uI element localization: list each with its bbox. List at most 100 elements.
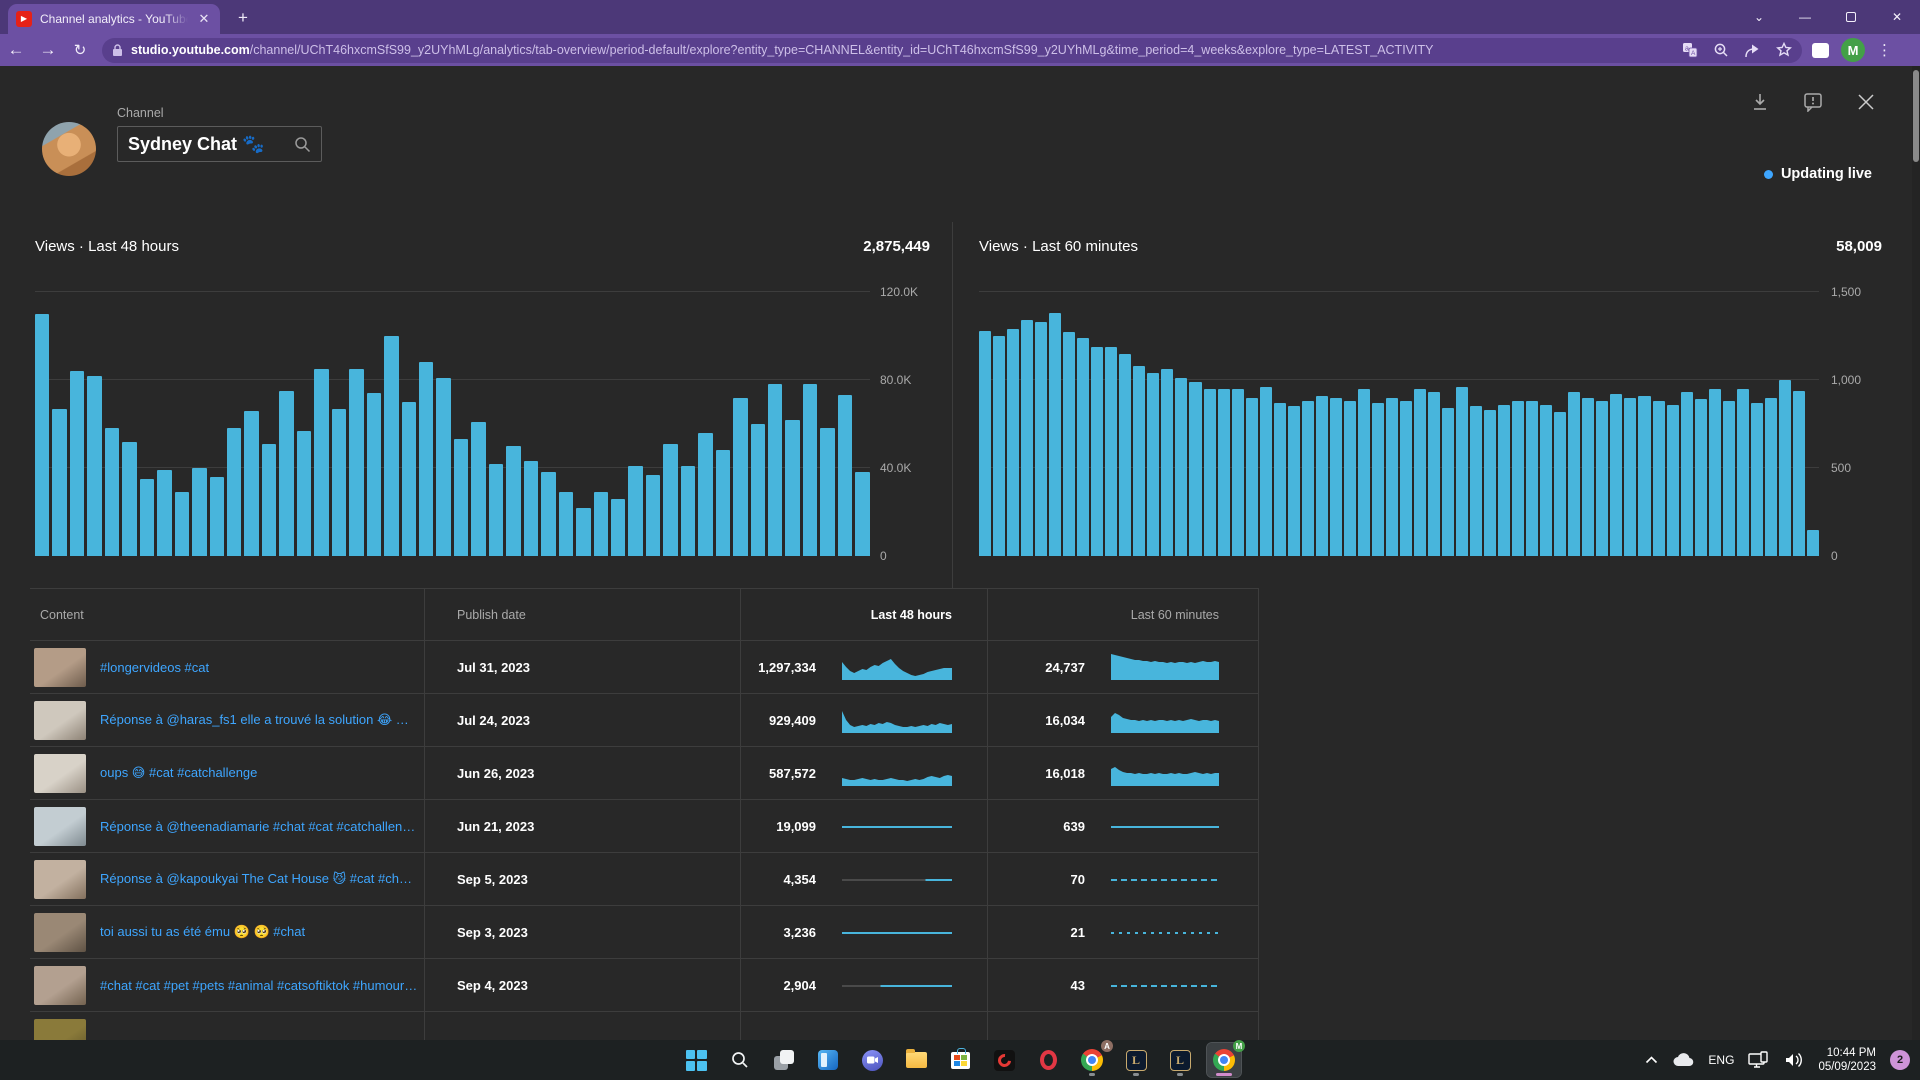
table-row[interactable]: Réponse à @kapoukyai The Cat House 😼 #ca… <box>30 853 1259 906</box>
league-of-legends-icon[interactable]: L <box>1119 1043 1153 1077</box>
bar[interactable] <box>1807 530 1819 556</box>
volume-icon[interactable] <box>1784 1052 1804 1068</box>
video-title-link[interactable]: Réponse à @haras_fs1 elle a trouvé la so… <box>100 712 418 728</box>
page-scrollbar[interactable] <box>1912 66 1920 1040</box>
bar[interactable] <box>733 398 747 556</box>
bar[interactable] <box>1133 366 1145 556</box>
bar[interactable] <box>1330 398 1342 556</box>
bar[interactable] <box>1470 406 1482 556</box>
bar[interactable] <box>436 378 450 556</box>
bar[interactable] <box>1582 398 1594 556</box>
bar[interactable] <box>140 479 154 556</box>
bar[interactable] <box>1204 389 1216 556</box>
chat-icon[interactable] <box>855 1043 889 1077</box>
bar[interactable] <box>1232 389 1244 556</box>
bar[interactable] <box>262 444 276 556</box>
bar[interactable] <box>454 439 468 556</box>
bar[interactable] <box>1316 396 1328 556</box>
bar[interactable] <box>1456 387 1468 556</box>
task-view-icon[interactable] <box>767 1043 801 1077</box>
bar[interactable] <box>244 411 258 556</box>
bar[interactable] <box>1596 401 1608 556</box>
onedrive-icon[interactable] <box>1672 1053 1694 1067</box>
bar[interactable] <box>1638 396 1650 556</box>
video-thumbnail[interactable] <box>34 913 86 952</box>
bar[interactable] <box>1049 313 1061 556</box>
bar[interactable] <box>1344 401 1356 556</box>
bar[interactable] <box>646 475 660 556</box>
channel-search-box[interactable]: Sydney Chat 🐾 <box>117 126 322 162</box>
bar[interactable] <box>157 470 171 556</box>
bar[interactable] <box>1105 347 1117 556</box>
bar[interactable] <box>979 331 991 556</box>
bar[interactable] <box>105 428 119 556</box>
bar[interactable] <box>384 336 398 556</box>
bar[interactable] <box>1793 391 1805 556</box>
chrome-profile-m-icon[interactable]: M <box>1207 1043 1241 1077</box>
bookmark-star-icon[interactable] <box>1776 42 1792 58</box>
new-tab-button[interactable]: + <box>232 7 254 29</box>
video-title-link[interactable]: Réponse à @kapoukyai The Cat House 😼 #ca… <box>100 871 418 887</box>
table-row[interactable]: oups 😅 #cat #catchallengeJun 26, 2023587… <box>30 747 1259 800</box>
bar[interactable] <box>1119 354 1131 556</box>
column-header-last-60-minutes[interactable]: Last 60 minutes <box>988 589 1259 640</box>
bar[interactable] <box>367 393 381 556</box>
bar[interactable] <box>1737 389 1749 556</box>
bar[interactable] <box>1091 347 1103 556</box>
league-of-legends-2-icon[interactable]: L <box>1163 1043 1197 1077</box>
video-thumbnail[interactable] <box>34 648 86 687</box>
bar[interactable] <box>628 466 642 556</box>
column-header-content[interactable]: Content <box>30 589 425 640</box>
bar[interactable] <box>175 492 189 556</box>
video-title-link[interactable]: #longervideos #cat <box>100 660 209 675</box>
bar[interactable] <box>855 472 869 556</box>
bar[interactable] <box>1288 406 1300 556</box>
table-row[interactable]: #chat #cat #pet #pets #animal #catsoftik… <box>30 959 1259 1012</box>
table-row[interactable]: #longervideos #catJul 31, 20231,297,3342… <box>30 641 1259 694</box>
bar[interactable] <box>1779 380 1791 556</box>
bar[interactable] <box>1218 389 1230 556</box>
clock[interactable]: 10:44 PM 05/09/2023 <box>1818 1046 1876 1074</box>
scrollbar-thumb[interactable] <box>1913 70 1919 162</box>
forward-icon[interactable]: → <box>32 40 64 60</box>
bar[interactable] <box>1189 382 1201 556</box>
tab-close-icon[interactable]: ✕ <box>196 11 212 27</box>
browser-menu-icon[interactable]: ⋮ <box>1877 41 1892 59</box>
bar[interactable] <box>1063 332 1075 556</box>
video-thumbnail[interactable] <box>34 966 86 1005</box>
window-minimize-button[interactable]: — <box>1782 0 1828 34</box>
bar[interactable] <box>1568 392 1580 556</box>
bar[interactable] <box>279 391 293 556</box>
bar[interactable] <box>506 446 520 556</box>
bar[interactable] <box>1442 408 1454 556</box>
bar[interactable] <box>1512 401 1524 556</box>
bar[interactable] <box>402 402 416 556</box>
notification-count-badge[interactable]: 2 <box>1890 1050 1910 1070</box>
bar[interactable] <box>1610 394 1622 556</box>
bar[interactable] <box>1428 392 1440 556</box>
bar[interactable] <box>751 424 765 556</box>
opera-icon[interactable] <box>1031 1043 1065 1077</box>
back-icon[interactable]: ← <box>0 40 32 60</box>
table-row[interactable] <box>30 1012 1259 1040</box>
bar[interactable] <box>1709 389 1721 556</box>
bar[interactable] <box>785 420 799 556</box>
bar[interactable] <box>768 384 782 556</box>
bar[interactable] <box>576 508 590 556</box>
chrome-profile-a-icon[interactable]: A <box>1075 1043 1109 1077</box>
bar[interactable] <box>524 461 538 556</box>
bar[interactable] <box>1161 369 1173 556</box>
bar[interactable] <box>1751 403 1763 556</box>
bar[interactable] <box>1723 401 1735 556</box>
garena-icon[interactable] <box>987 1043 1021 1077</box>
taskbar-search-icon[interactable] <box>723 1043 757 1077</box>
bar[interactable] <box>1414 389 1426 556</box>
bar[interactable] <box>349 369 363 556</box>
bar[interactable] <box>52 409 66 556</box>
bar[interactable] <box>1372 403 1384 556</box>
bar[interactable] <box>820 428 834 556</box>
bar[interactable] <box>1274 403 1286 556</box>
bar[interactable] <box>803 384 817 556</box>
table-row[interactable]: Réponse à @haras_fs1 elle a trouvé la so… <box>30 694 1259 747</box>
bar[interactable] <box>559 492 573 556</box>
